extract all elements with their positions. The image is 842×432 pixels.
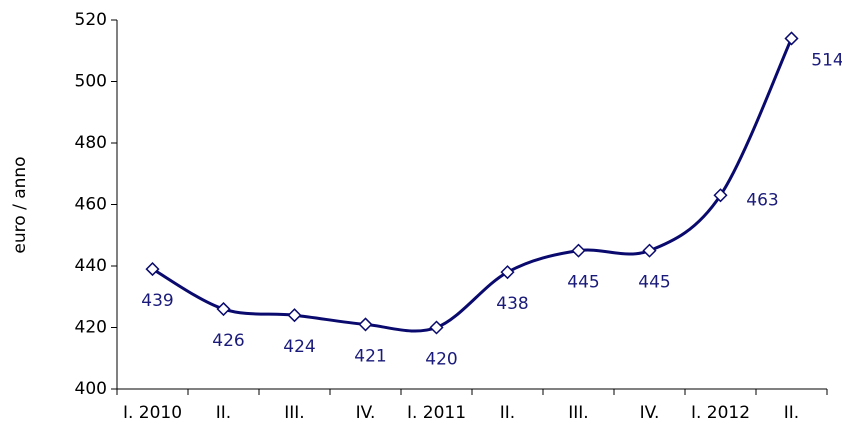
y-axis-label: euro / anno xyxy=(10,156,30,253)
marker xyxy=(642,243,657,258)
marker xyxy=(145,262,160,277)
value-label: 445 xyxy=(638,273,670,293)
y-tick-label: 460 xyxy=(75,195,107,215)
value-label: 420 xyxy=(425,350,457,370)
value-label: 438 xyxy=(496,294,528,314)
value-label: 445 xyxy=(567,273,599,293)
marker xyxy=(713,188,728,203)
y-tick-label: 520 xyxy=(75,10,107,30)
line xyxy=(151,37,793,333)
marker xyxy=(571,243,586,258)
marker xyxy=(216,301,231,317)
x-tick-label: IV. xyxy=(356,403,376,423)
x-tick-label: I. 2010 xyxy=(123,403,182,423)
y-tick-label: 420 xyxy=(75,318,107,338)
x-tick-label: II. xyxy=(784,403,799,423)
value-label: 424 xyxy=(283,337,315,357)
value-label: 426 xyxy=(212,331,244,351)
x-tick-label: II. xyxy=(500,403,515,423)
marker xyxy=(429,320,444,335)
x-tick-label: I. 2012 xyxy=(691,403,750,423)
y-tick-label: 500 xyxy=(75,72,107,92)
marker xyxy=(500,265,515,280)
value-label: 421 xyxy=(354,346,386,366)
marker xyxy=(358,317,373,332)
y-tick-label: 480 xyxy=(75,133,107,153)
marker xyxy=(287,308,302,323)
x-tick-label: III. xyxy=(568,403,588,423)
x-tick-label: II. xyxy=(216,403,231,423)
x-tick-label: III. xyxy=(284,403,304,423)
x-tick-label: I. 2011 xyxy=(407,403,466,423)
value-label: 514 xyxy=(811,50,842,70)
y-tick-label: 440 xyxy=(75,256,107,276)
value-label: 463 xyxy=(746,190,778,210)
marker xyxy=(784,31,799,46)
value-label: 439 xyxy=(141,291,173,311)
x-tick-label: IV. xyxy=(640,403,660,423)
y-tick-label: 400 xyxy=(75,379,107,399)
